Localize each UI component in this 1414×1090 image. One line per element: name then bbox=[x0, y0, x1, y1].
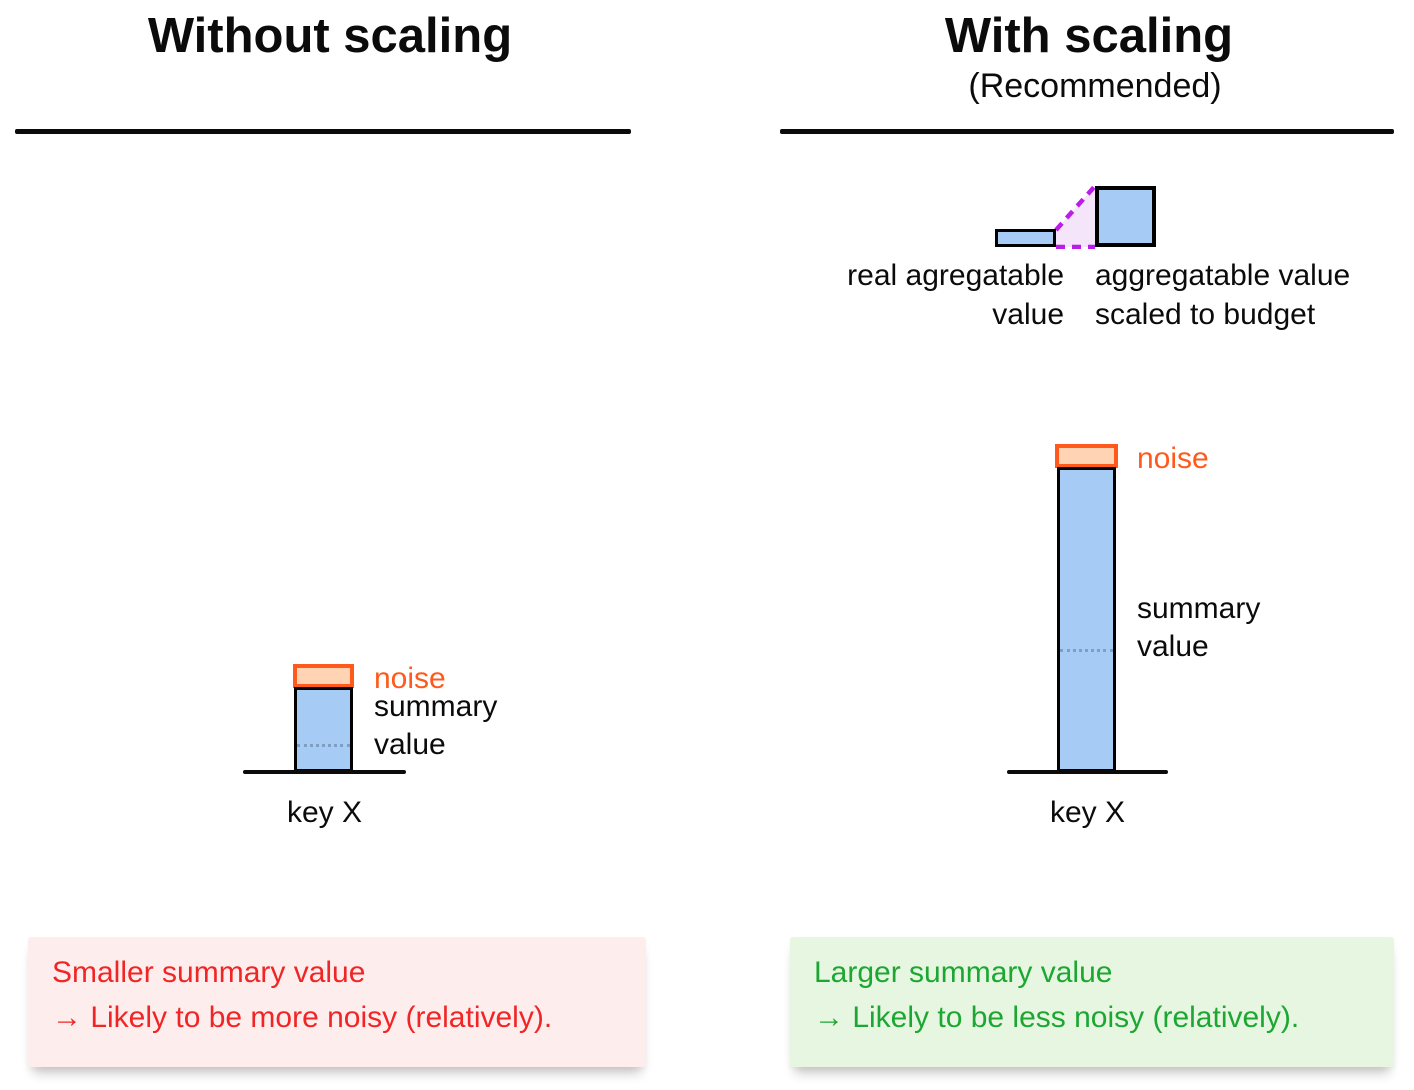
right-column-title: With scaling bbox=[944, 9, 1234, 63]
right-summary-label-line1: summary bbox=[1137, 592, 1261, 625]
right-axis-line bbox=[1007, 770, 1168, 774]
real-value-label-line1: real agregatable bbox=[847, 259, 1064, 292]
scaled-value-bar bbox=[1095, 186, 1156, 247]
scaling-trapezoid bbox=[1054, 184, 1097, 249]
right-divider-rule bbox=[780, 129, 1394, 134]
left-summary-label-line1: summary bbox=[374, 690, 498, 723]
left-callout-box: Smaller summary value → Likely to be mor… bbox=[28, 937, 646, 1067]
left-noise-box bbox=[293, 664, 354, 688]
right-summary-label: summary value bbox=[1137, 590, 1260, 666]
real-value-bar bbox=[995, 229, 1056, 247]
right-axis-label: key X bbox=[1049, 796, 1126, 829]
scaled-value-label-line1: aggregatable value bbox=[1095, 259, 1351, 292]
right-column-subtitle: (Recommended) bbox=[968, 67, 1222, 105]
left-summary-label-line2: value bbox=[374, 728, 446, 761]
real-value-label-line2: value bbox=[992, 298, 1064, 331]
left-axis-line bbox=[243, 770, 406, 774]
left-callout-line1: Smaller summary value bbox=[52, 956, 366, 989]
left-axis-label: key X bbox=[286, 796, 363, 829]
right-callout-line2: → Likely to be less noisy (relatively). bbox=[814, 1001, 1300, 1034]
left-callout-line2: → Likely to be more noisy (relatively). bbox=[52, 1001, 553, 1034]
right-callout-box: Larger summary value → Likely to be less… bbox=[790, 937, 1394, 1067]
right-noise-box bbox=[1055, 444, 1118, 468]
left-noise-label: noise bbox=[374, 662, 446, 695]
left-column-title: Without scaling bbox=[147, 9, 513, 63]
right-noise-label: noise bbox=[1137, 442, 1209, 475]
right-summary-label-line2: value bbox=[1137, 630, 1209, 663]
scaled-value-label-line2: scaled to budget bbox=[1095, 298, 1316, 331]
left-summary-bar bbox=[294, 687, 353, 772]
right-callout-line1: Larger summary value bbox=[814, 956, 1113, 989]
scaled-value-label: aggregatable value scaled to budget bbox=[1095, 256, 1395, 334]
left-summary-label: summary value bbox=[374, 688, 497, 764]
real-value-label: real agregatable value bbox=[790, 256, 1064, 334]
left-divider-rule bbox=[15, 129, 631, 134]
left-bar-tick-line bbox=[297, 744, 350, 747]
right-summary-bar bbox=[1057, 467, 1116, 772]
right-bar-tick-line bbox=[1060, 649, 1113, 652]
